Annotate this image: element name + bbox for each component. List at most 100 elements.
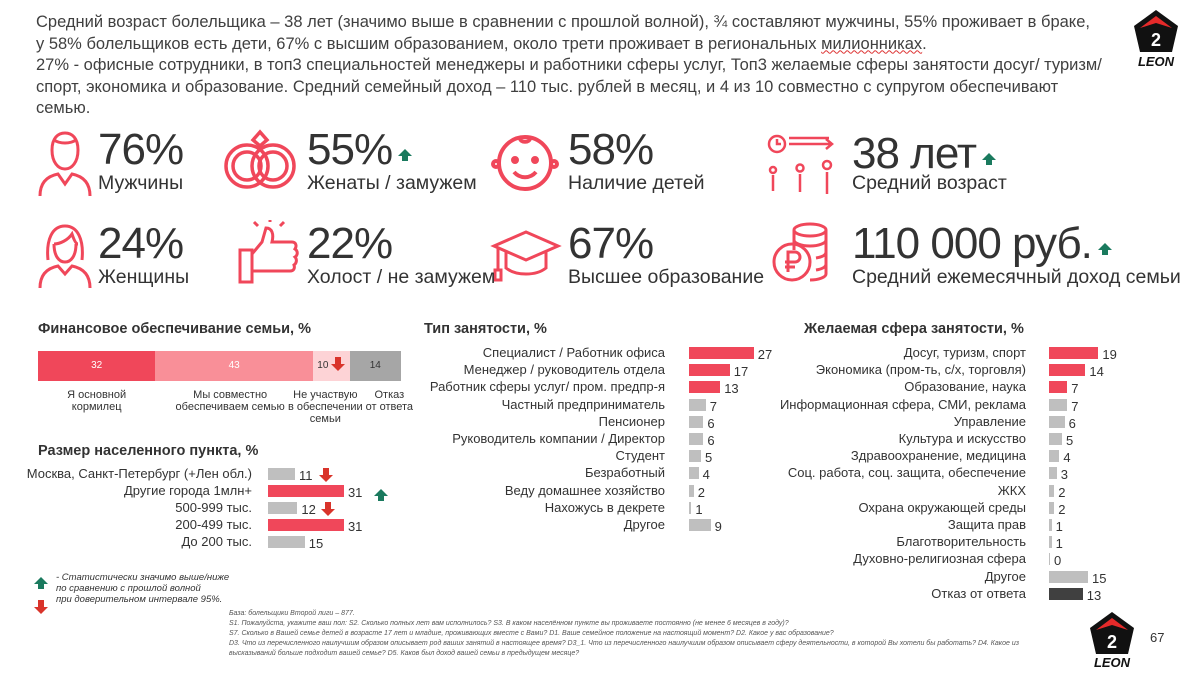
segment-label-line: Мы совместно <box>193 389 268 401</box>
bar-value: 1 <box>1055 536 1063 552</box>
trend-up-icon <box>373 489 388 501</box>
finance-title: Финансовое обеспечивание семьи, % <box>38 321 312 337</box>
rings-icon <box>224 129 296 189</box>
bar <box>689 519 711 531</box>
table-row: Информационная сфера, СМИ, реклама <box>0 396 1026 413</box>
desired-title: Желаемая сфера занятости, % <box>804 321 1024 337</box>
bar <box>1049 364 1086 377</box>
footnote: База: болельщики Второй лиги – 877. S1. … <box>229 609 1059 659</box>
legend-icons <box>34 572 48 620</box>
footnote-line: S7. Сколько в Вашей семье детей в возрас… <box>229 630 834 637</box>
leon-logo-top: 2 LEON <box>1126 8 1186 69</box>
bar <box>689 450 701 463</box>
bar <box>689 484 694 497</box>
row-label: Здравоохранение, медицина <box>850 448 1026 464</box>
row-label: Пенсионер <box>598 413 665 429</box>
bar-value: 0 <box>1054 553 1062 569</box>
finance-segment: 43 <box>155 351 313 381</box>
footnote-line: D3. Что из перечисленного наилучшим обра… <box>229 640 1019 647</box>
kpi-label: Наличие детей <box>568 172 705 194</box>
bar-value: 1 <box>695 501 703 517</box>
row-label: Менеджер / руководитель отдела <box>463 362 665 378</box>
table-row: Пенсионер <box>0 413 665 430</box>
table-row: Здравоохранение, медицина <box>0 447 1026 464</box>
row-label: Управление <box>953 413 1026 429</box>
segment-label-line: кормилец <box>71 401 122 413</box>
bar-value: 5 <box>705 450 713 466</box>
kpi-label: Средний ежемесячный доход семьи <box>852 266 1181 288</box>
row-label: Досуг, туризм, спорт <box>903 345 1026 360</box>
row-label: Специалист / Работник офиса <box>482 345 665 360</box>
table-row: Нахожусь в декрете <box>0 499 665 516</box>
kpi-value: 38 лет <box>852 132 997 176</box>
table-row: 500-999 тыс. <box>0 499 252 516</box>
legend-line: при доверительном интервале 95%. <box>56 594 223 605</box>
bar <box>689 381 721 394</box>
legend-text: - Статистически значимо выше/ниже по сра… <box>56 572 229 605</box>
graduation-cap-icon <box>490 230 562 282</box>
table-row: Москва, Санкт-Петербург (+Лен обл.) <box>0 465 252 482</box>
row-label: Соц. работа, соц. защита, обеспечение <box>787 465 1026 481</box>
table-row: Образование, наука <box>0 378 1026 395</box>
table-row: Студент <box>0 447 665 464</box>
kpi-label: Высшее образование <box>568 266 765 288</box>
kpi-label: Средний возраст <box>852 172 1007 194</box>
row-label: Информационная сфера, СМИ, реклама <box>779 396 1026 412</box>
trend-down-icon <box>331 356 346 371</box>
table-row: До 200 тыс. <box>0 533 252 550</box>
age-growth-icon <box>767 134 834 194</box>
bar <box>689 501 692 514</box>
row-label: Экономика (пром-ть, с/х, торговля) <box>815 362 1026 378</box>
segment-value: 43 <box>228 360 240 371</box>
bar-value: 7 <box>1071 398 1079 414</box>
table-row: Управление <box>0 413 1026 430</box>
bar <box>268 502 298 514</box>
bar <box>268 468 295 480</box>
segment-label-line: от ответа <box>365 401 414 413</box>
bar <box>268 519 344 531</box>
bar <box>1049 536 1052 549</box>
trend-up-icon <box>34 577 48 590</box>
kpi-value: 55% <box>307 125 413 174</box>
table-row: Духовно-религиозная сфера <box>0 550 1026 567</box>
table-row: Экономика (пром-ть, с/х, торговля) <box>0 361 1026 378</box>
kpi-value-text: 55% <box>307 125 393 174</box>
row-label: Образование, наука <box>904 379 1026 395</box>
segment-label: Не участвую в обеспечении семьи <box>287 389 363 425</box>
bar <box>689 415 704 428</box>
kpi-value: 110 000 руб. <box>852 222 1112 266</box>
bar <box>1049 415 1065 428</box>
bar <box>1049 519 1052 531</box>
row-label: Отказ от ответа <box>931 585 1026 601</box>
table-row: Досуг, туризм, спорт <box>0 344 1026 361</box>
bar <box>689 433 704 445</box>
table-row: 200-499 тыс. <box>0 516 252 533</box>
bar <box>1049 398 1068 411</box>
bar <box>1049 501 1055 514</box>
kpi-value-text: 110 000 руб. <box>852 219 1093 268</box>
segment-label: Отказ от ответа <box>362 389 416 413</box>
bar-value: 6 <box>707 415 715 431</box>
bar-value: 13 <box>1086 587 1102 603</box>
bar-value: 12 <box>301 502 316 517</box>
row-label: ЖКХ <box>997 482 1026 498</box>
settlement-title: Размер населенного пункта, % <box>38 443 259 459</box>
segment-value: 32 <box>91 360 103 371</box>
baby-face-icon <box>491 135 559 191</box>
bar <box>1049 433 1062 445</box>
bar-value: 31 <box>347 485 363 500</box>
bar-value: 14 <box>1089 364 1104 380</box>
bar <box>1049 553 1050 566</box>
bar-value: 5 <box>1066 433 1074 448</box>
segment-label-line: в обеспечении <box>287 401 363 413</box>
trend-down-icon <box>34 600 48 615</box>
woman-icon <box>38 224 92 289</box>
table-row: Отказ от ответа <box>0 585 1026 602</box>
row-label: 500-999 тыс. <box>175 500 252 515</box>
row-label: Духовно-религиозная сфера <box>853 551 1026 567</box>
row-label: Студент <box>615 448 665 464</box>
row-label: Веду домашнее хозяйство <box>504 482 665 498</box>
segment-label: Мы совместно обеспечиваем семью <box>175 389 285 413</box>
bar-value: 7 <box>709 398 718 414</box>
bar <box>1049 450 1060 463</box>
